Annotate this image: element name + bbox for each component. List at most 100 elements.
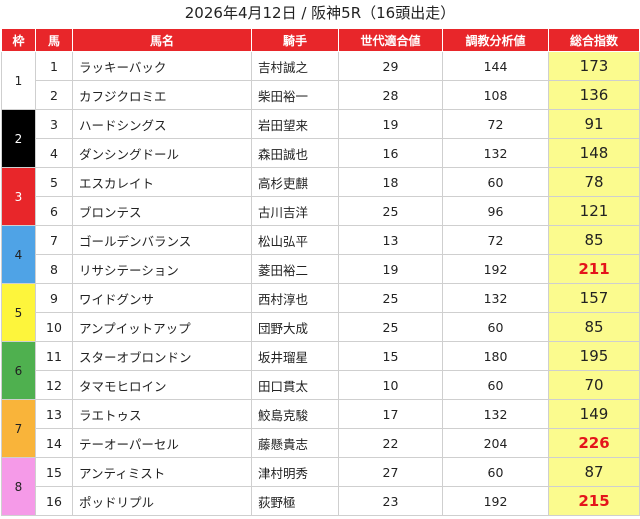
jockey-cell: 柴田裕一	[251, 80, 339, 110]
jockey-cell: 吉村誠之	[251, 51, 339, 81]
jockey-cell: 坂井瑠星	[251, 341, 339, 371]
chokyo-value-cell: 60	[442, 370, 549, 400]
horse-name-cell: タマモヒロイン	[72, 370, 252, 400]
chokyo-value-cell: 60	[442, 167, 549, 197]
sogo-index-cell: 149	[548, 399, 640, 429]
horse-number-cell: 2	[35, 80, 73, 110]
sedai-value-cell: 29	[338, 51, 443, 81]
horse-number-cell: 3	[35, 109, 73, 139]
sogo-index-cell: 211	[548, 254, 640, 284]
chokyo-value-cell: 192	[442, 486, 549, 516]
horse-number-cell: 11	[35, 341, 73, 371]
horse-name-cell: カフジクロミエ	[72, 80, 252, 110]
table-row: 2 3 ハードシングス 岩田望来 19 72 91	[1, 109, 640, 168]
table-row: 6 ブロンテス 古川吉洋 25 96 121	[2, 196, 640, 226]
header-horse-number: 馬	[35, 28, 73, 52]
table-row: 16 ポッドリプル 荻野極 23 192 215	[2, 486, 640, 516]
sogo-index-cell: 91	[548, 109, 640, 139]
jockey-cell: 古川吉洋	[251, 196, 339, 226]
page-title: 2026年4月12日 / 阪神5R（16頭出走）	[184, 4, 456, 22]
waku-cell: 8	[1, 457, 36, 516]
waku-cell: 7	[1, 399, 36, 458]
chokyo-value-cell: 60	[442, 312, 549, 342]
sedai-value-cell: 22	[338, 428, 443, 458]
sogo-index-cell: 87	[548, 457, 640, 487]
waku-cell: 1	[1, 51, 36, 110]
header-horse-name: 馬名	[72, 28, 252, 52]
table-body: 1 1 ラッキーバック 吉村誠之 29 144 173 2 カフジクロミエ 柴田裕一 28 108 13…	[1, 51, 640, 516]
horse-number-cell: 9	[35, 283, 73, 313]
sedai-value-cell: 28	[338, 80, 443, 110]
waku-cell: 2	[1, 109, 36, 168]
sogo-index-cell: 226	[548, 428, 640, 458]
chokyo-value-cell: 60	[442, 457, 549, 487]
horse-number-cell: 4	[35, 138, 73, 168]
table-row: 8 リサシテーション 菱田裕二 19 192 211	[2, 254, 640, 284]
horse-name-cell: ハードシングス	[72, 109, 252, 139]
sogo-index-cell: 173	[548, 51, 640, 81]
horse-name-cell: ラッキーバック	[72, 51, 252, 81]
horse-number-cell: 14	[35, 428, 73, 458]
chokyo-value-cell: 144	[442, 51, 549, 81]
horse-number-cell: 16	[35, 486, 73, 516]
header-waku: 枠	[1, 28, 36, 52]
horse-name-cell: スターオブロンドン	[72, 341, 252, 371]
header-row: 枠 馬 馬名 騎手 世代適合値 調教分析値 総合指数	[1, 28, 640, 52]
horse-name-cell: ワイドグンサ	[72, 283, 252, 313]
jockey-cell: 鮫島克駿	[251, 399, 339, 429]
table-row: 1 1 ラッキーバック 吉村誠之 29 144 173	[1, 51, 640, 110]
sogo-index-cell: 215	[548, 486, 640, 516]
horse-number-cell: 15	[35, 457, 73, 487]
chokyo-value-cell: 192	[442, 254, 549, 284]
horse-number-cell: 7	[35, 225, 73, 255]
horse-name-cell: エスカレイト	[72, 167, 252, 197]
table-row: 3 5 エスカレイト 高杉吏麒 18 60 78	[1, 167, 640, 226]
race-table: 枠 馬 馬名 騎手 世代適合値 調教分析値 総合指数 1 1 ラッキーバック 吉村誠之…	[1, 28, 640, 516]
table-row: 8 15 アンティミスト 津村明秀 27 60 87	[1, 457, 640, 516]
chokyo-value-cell: 72	[442, 109, 549, 139]
jockey-cell: 西村淳也	[251, 283, 339, 313]
horse-name-cell: テーオーパーセル	[72, 428, 252, 458]
sedai-value-cell: 19	[338, 109, 443, 139]
chokyo-value-cell: 132	[442, 399, 549, 429]
table-row: 10 アンプイットアップ 団野大成 25 60 85	[2, 312, 640, 342]
table-row: 4 ダンシングドール 森田誠也 16 132 148	[2, 138, 640, 168]
sedai-value-cell: 23	[338, 486, 443, 516]
sedai-value-cell: 18	[338, 167, 443, 197]
sedai-value-cell: 10	[338, 370, 443, 400]
horse-name-cell: ポッドリプル	[72, 486, 252, 516]
chokyo-value-cell: 72	[442, 225, 549, 255]
sedai-value-cell: 15	[338, 341, 443, 371]
horse-name-cell: アンティミスト	[72, 457, 252, 487]
horse-number-cell: 13	[35, 399, 73, 429]
jockey-cell: 津村明秀	[251, 457, 339, 487]
jockey-cell: 荻野極	[251, 486, 339, 516]
sedai-value-cell: 27	[338, 457, 443, 487]
chokyo-value-cell: 96	[442, 196, 549, 226]
waku-cell: 5	[1, 283, 36, 342]
sogo-index-cell: 85	[548, 312, 640, 342]
sedai-value-cell: 19	[338, 254, 443, 284]
sedai-value-cell: 25	[338, 196, 443, 226]
horse-number-cell: 6	[35, 196, 73, 226]
jockey-cell: 岩田望来	[251, 109, 339, 139]
horse-name-cell: ブロンテス	[72, 196, 252, 226]
jockey-cell: 高杉吏麒	[251, 167, 339, 197]
sedai-value-cell: 25	[338, 283, 443, 313]
jockey-cell: 藤懸貴志	[251, 428, 339, 458]
waku-cell: 6	[1, 341, 36, 400]
table-row: 5 9 ワイドグンサ 西村淳也 25 132 157	[1, 283, 640, 342]
horse-number-cell: 12	[35, 370, 73, 400]
sedai-value-cell: 16	[338, 138, 443, 168]
sogo-index-cell: 78	[548, 167, 640, 197]
sedai-value-cell: 13	[338, 225, 443, 255]
table-row: 12 タマモヒロイン 田口貫太 10 60 70	[2, 370, 640, 400]
table-row: 7 13 ラエトゥス 鮫島克駿 17 132 149	[1, 399, 640, 458]
horse-number-cell: 1	[35, 51, 73, 81]
chokyo-value-cell: 204	[442, 428, 549, 458]
header-sedai: 世代適合値	[338, 28, 443, 52]
jockey-cell: 森田誠也	[251, 138, 339, 168]
horse-name-cell: ゴールデンバランス	[72, 225, 252, 255]
sedai-value-cell: 17	[338, 399, 443, 429]
horse-number-cell: 5	[35, 167, 73, 197]
